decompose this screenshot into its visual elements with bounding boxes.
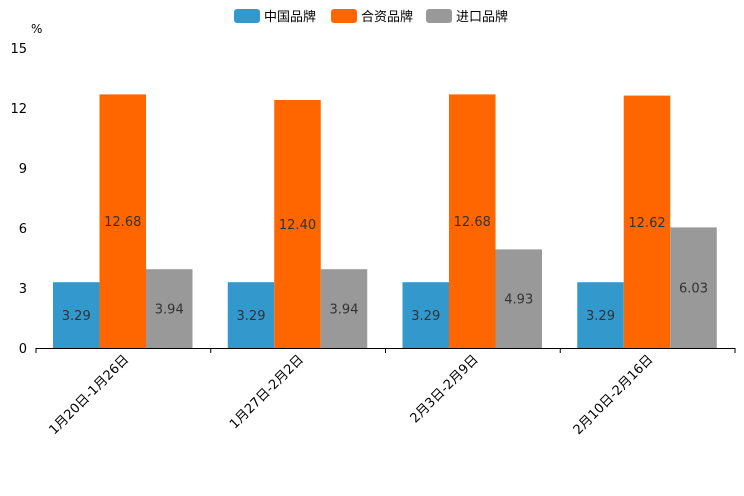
bar (53, 282, 100, 348)
data-label: 12.40 (279, 218, 316, 233)
bar (99, 94, 146, 349)
legend-swatch (331, 9, 357, 23)
legend-item[interactable]: 中国品牌 (234, 9, 316, 25)
y-tick-label: 3 (19, 282, 27, 297)
legend-label: 中国品牌 (264, 9, 316, 25)
data-label: 3.94 (330, 303, 359, 318)
y-axis: 0 3 6 9 12 15 (10, 42, 27, 357)
bar (320, 269, 368, 348)
y-tick-label: 6 (19, 222, 27, 237)
y-tick-label: 12 (10, 102, 27, 117)
legend-swatch (234, 9, 260, 23)
data-label: 3.29 (237, 309, 266, 324)
x-tick-label: 1月27日-2月2日 (227, 352, 307, 432)
legend-item[interactable]: 进口品牌 (426, 9, 508, 25)
bar (670, 227, 717, 348)
x-tick-label: 2月3日-2月9日 (408, 352, 482, 426)
data-label: 3.94 (155, 303, 184, 318)
bar (402, 282, 449, 348)
y-axis-unit-label: % (31, 22, 42, 36)
y-tick-label: 0 (19, 342, 27, 357)
data-label: 12.68 (104, 215, 141, 230)
bar (449, 94, 496, 349)
data-label: 3.29 (62, 309, 91, 324)
bar (623, 95, 671, 348)
legend-label: 合资品牌 (361, 9, 413, 25)
bar (495, 249, 542, 348)
data-label: 4.93 (504, 293, 533, 308)
data-label: 3.29 (411, 309, 440, 324)
data-label: 12.68 (454, 215, 491, 230)
bars: 3.29 12.68 3.94 3.29 12.40 3.94 3.29 12.68 4.93 3… (53, 94, 717, 349)
y-tick-label: 9 (19, 162, 27, 177)
legend-label: 进口品牌 (456, 9, 508, 25)
y-tick-label: 15 (10, 42, 27, 57)
legend-item[interactable]: 合资品牌 (331, 9, 413, 25)
bar (274, 100, 321, 348)
x-tick-label: 2月10日-2月16日 (571, 352, 657, 438)
bar (146, 269, 193, 348)
data-label: 6.03 (679, 282, 708, 297)
data-label: 12.62 (628, 216, 665, 231)
x-tick-label: 1月20日-1月26日 (46, 352, 132, 438)
bar (227, 282, 275, 348)
legend: 中国品牌 合资品牌 进口品牌 (234, 9, 508, 25)
x-axis: 1月20日-1月26日 1月27日-2月2日 2月3日-2月9日 2月10日-2月16… (35, 348, 736, 438)
legend-swatch (426, 9, 452, 23)
bar (577, 282, 624, 348)
data-label: 3.29 (586, 309, 615, 324)
